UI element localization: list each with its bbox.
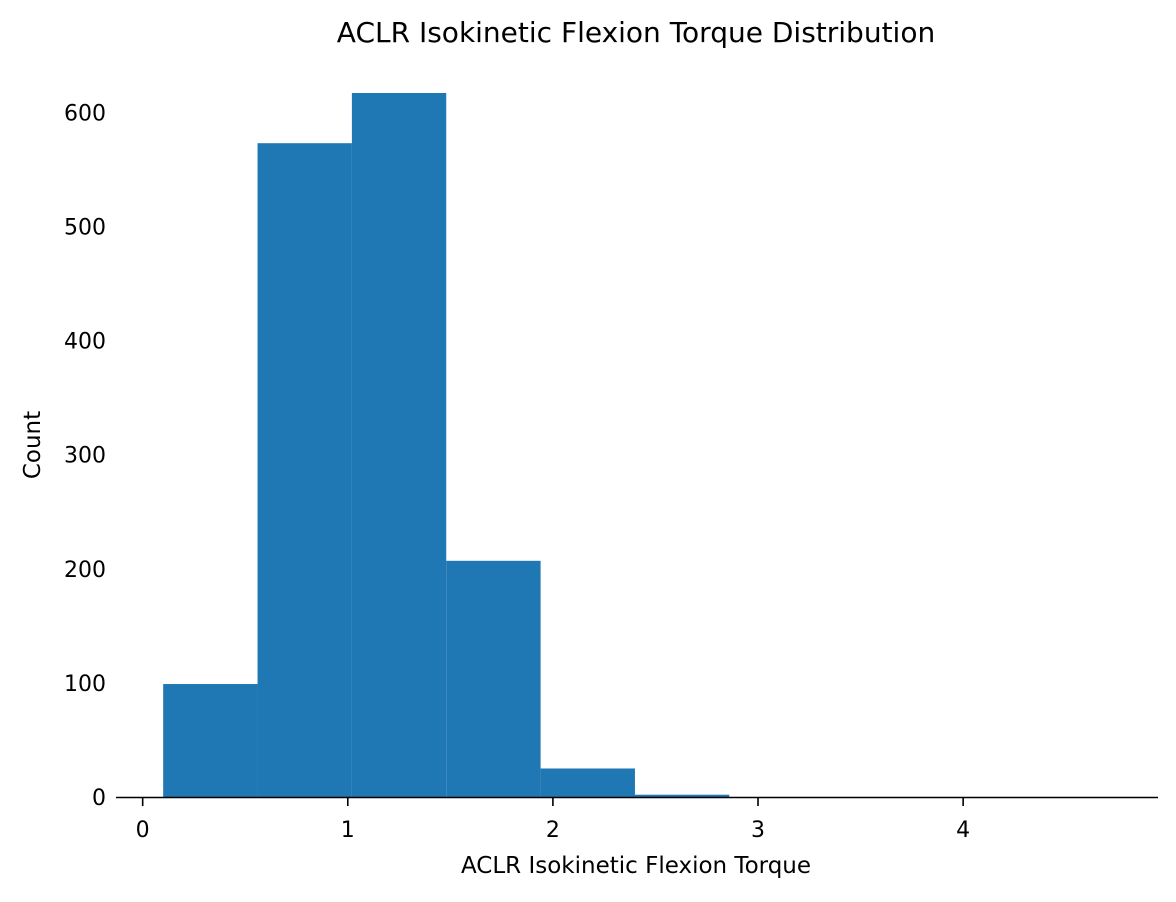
chart-title: ACLR Isokinetic Flexion Torque Distribut… [337,16,935,49]
histogram-bar-2 [351,93,447,797]
histogram-bar-3 [446,560,541,797]
x-tick-label-1: 1 [341,818,355,843]
y-tick-label-1: 100 [64,672,106,697]
x-ticks-layer: 0 1 2 3 4 [136,797,970,843]
histogram-bar-4 [540,768,635,797]
x-tick-label-0: 0 [136,818,150,843]
x-tick-label-2: 2 [546,818,560,843]
histogram-bar-0 [163,684,258,797]
x-axis-label: ACLR Isokinetic Flexion Torque [461,853,811,879]
y-tick-label-3: 300 [64,444,106,469]
y-tick-label-0: 0 [92,786,106,811]
bars-layer [163,93,730,797]
y-tick-label-5: 500 [64,215,106,240]
x-tick-label-3: 3 [751,818,765,843]
x-tick-label-4: 4 [956,818,970,843]
y-tick-label-6: 600 [64,101,106,126]
histogram-bar-5 [634,794,730,797]
y-ticks-layer: 0 100 200 300 400 500 600 [64,101,106,811]
y-tick-label-2: 200 [64,558,106,583]
y-tick-label-4: 400 [64,330,106,355]
y-axis-label: Count [20,411,46,479]
histogram-bar-1 [257,143,352,797]
